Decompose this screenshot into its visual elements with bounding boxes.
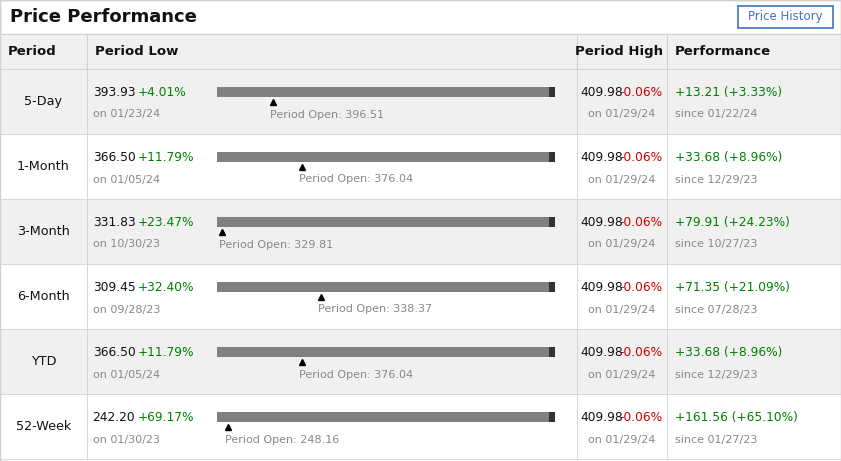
Text: 409.98: 409.98 [580, 216, 623, 229]
Bar [548, 348, 554, 357]
Bar [217, 88, 553, 97]
Bar [217, 218, 553, 227]
Bar [217, 283, 553, 292]
Text: Period Open: 248.16: Period Open: 248.16 [225, 435, 339, 444]
Bar [738, 6, 833, 28]
Text: on 01/23/24: on 01/23/24 [93, 110, 160, 119]
Text: +11.79%: +11.79% [137, 151, 194, 164]
Text: 5-Day: 5-Day [24, 95, 62, 108]
Bar [0, 134, 841, 199]
Text: 331.83: 331.83 [93, 216, 135, 229]
Text: 1-Month: 1-Month [17, 160, 70, 173]
Text: -0.06%: -0.06% [620, 346, 663, 359]
Text: Period High: Period High [575, 45, 663, 58]
Bar [548, 413, 554, 422]
Text: since 10/27/23: since 10/27/23 [675, 240, 757, 249]
Text: +32.40%: +32.40% [137, 281, 194, 294]
Bar [0, 34, 841, 69]
Text: 366.50: 366.50 [93, 346, 135, 359]
Bar [0, 329, 841, 394]
Text: +23.47%: +23.47% [137, 216, 194, 229]
Text: on 01/05/24: on 01/05/24 [93, 175, 160, 184]
Text: Period: Period [8, 45, 56, 58]
Text: YTD: YTD [30, 355, 56, 368]
Bar [548, 283, 554, 292]
Text: Performance: Performance [675, 45, 771, 58]
Text: Price Performance: Price Performance [10, 8, 197, 26]
Text: -0.06%: -0.06% [620, 411, 663, 424]
Text: -0.06%: -0.06% [620, 86, 663, 99]
Text: 393.93: 393.93 [93, 86, 135, 99]
Text: +33.68 (+8.96%): +33.68 (+8.96%) [675, 346, 782, 359]
Text: 409.98: 409.98 [580, 151, 623, 164]
Text: on 01/05/24: on 01/05/24 [93, 370, 160, 379]
Text: Period Open: 376.04: Period Open: 376.04 [299, 175, 413, 184]
Text: Period Open: 338.37: Period Open: 338.37 [319, 305, 432, 314]
Text: on 01/29/24: on 01/29/24 [588, 175, 656, 184]
Bar [548, 153, 554, 162]
Text: 242.20: 242.20 [93, 411, 135, 424]
Bar [548, 218, 554, 227]
Text: -0.06%: -0.06% [620, 216, 663, 229]
Text: +79.91 (+24.23%): +79.91 (+24.23%) [675, 216, 790, 229]
Text: since 12/29/23: since 12/29/23 [675, 370, 758, 379]
Text: Period Open: 376.04: Period Open: 376.04 [299, 370, 413, 379]
Text: 52-Week: 52-Week [16, 420, 71, 433]
Bar [0, 199, 841, 264]
Text: +4.01%: +4.01% [137, 86, 186, 99]
Text: Period Open: 329.81: Period Open: 329.81 [220, 240, 334, 249]
Bar [0, 394, 841, 459]
Text: on 10/30/23: on 10/30/23 [93, 240, 160, 249]
Bar [0, 69, 841, 134]
Text: on 01/29/24: on 01/29/24 [588, 435, 656, 444]
Text: 366.50: 366.50 [93, 151, 135, 164]
Text: since 01/22/24: since 01/22/24 [675, 110, 758, 119]
Text: 6-Month: 6-Month [17, 290, 70, 303]
Text: 409.98: 409.98 [580, 86, 623, 99]
Bar [217, 348, 553, 357]
Text: since 07/28/23: since 07/28/23 [675, 305, 758, 314]
Text: -0.06%: -0.06% [620, 281, 663, 294]
Text: Price History: Price History [748, 11, 822, 24]
Text: -0.06%: -0.06% [620, 151, 663, 164]
Bar [0, 0, 841, 34]
Bar [548, 88, 554, 97]
Text: 309.45: 309.45 [93, 281, 135, 294]
Bar [217, 153, 553, 162]
Text: +11.79%: +11.79% [137, 346, 194, 359]
Bar [217, 413, 553, 422]
Text: 3-Month: 3-Month [17, 225, 70, 238]
Text: +69.17%: +69.17% [137, 411, 194, 424]
Text: on 09/28/23: on 09/28/23 [93, 305, 160, 314]
Bar [0, 264, 841, 329]
Text: 409.98: 409.98 [580, 411, 623, 424]
Text: 409.98: 409.98 [580, 346, 623, 359]
Text: since 12/29/23: since 12/29/23 [675, 175, 758, 184]
Text: +33.68 (+8.96%): +33.68 (+8.96%) [675, 151, 782, 164]
Text: +71.35 (+21.09%): +71.35 (+21.09%) [675, 281, 790, 294]
Text: on 01/29/24: on 01/29/24 [588, 110, 656, 119]
Text: +161.56 (+65.10%): +161.56 (+65.10%) [675, 411, 798, 424]
Text: 409.98: 409.98 [580, 281, 623, 294]
Text: on 01/29/24: on 01/29/24 [588, 305, 656, 314]
Text: on 01/29/24: on 01/29/24 [588, 370, 656, 379]
Text: +13.21 (+3.33%): +13.21 (+3.33%) [675, 86, 782, 99]
Text: on 01/30/23: on 01/30/23 [93, 435, 160, 444]
Text: Period Low: Period Low [95, 45, 178, 58]
Text: since 01/27/23: since 01/27/23 [675, 435, 757, 444]
Text: on 01/29/24: on 01/29/24 [588, 240, 656, 249]
Text: Period Open: 396.51: Period Open: 396.51 [270, 110, 383, 119]
